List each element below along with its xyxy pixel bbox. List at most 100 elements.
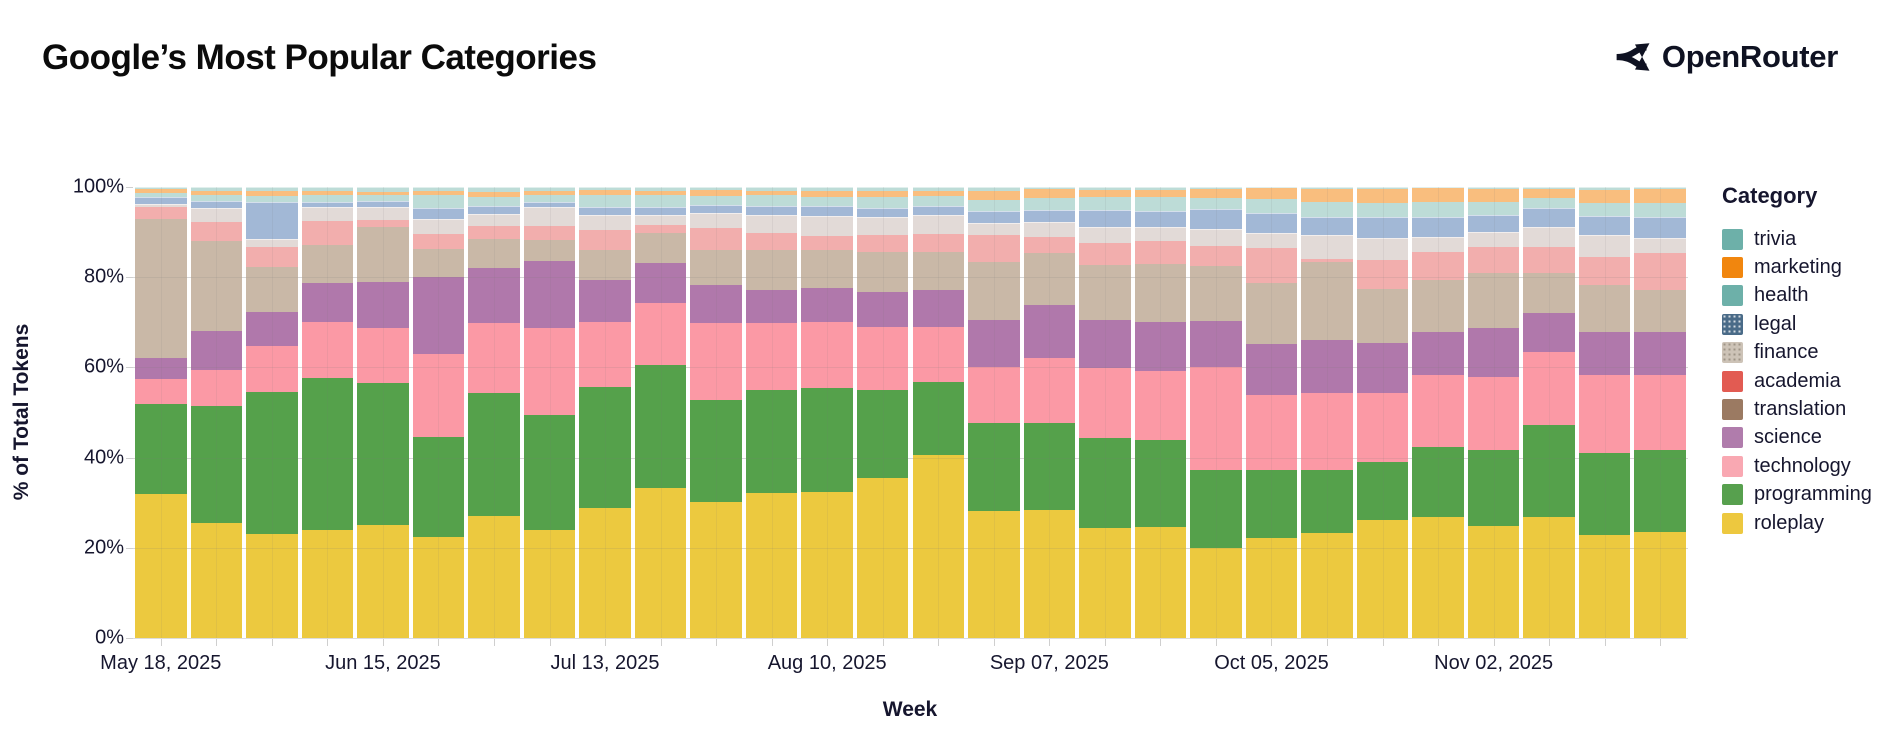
bar-segment-health[interactable] [1079,197,1131,211]
bar-segment-translation[interactable] [634,233,687,264]
bar-segment-technology[interactable] [579,321,631,387]
legend-item-health[interactable]: health [1722,282,1882,310]
bar-segment-programming[interactable] [579,386,631,509]
bar-segment-technology[interactable] [1578,375,1631,454]
bar-segment-science[interactable] [301,283,354,322]
bar-segment-legal[interactable] [1634,216,1686,239]
bar-segment-finance[interactable] [912,214,965,234]
bar-segment-trivia[interactable] [412,187,465,191]
bar-segment-academia[interactable] [801,236,853,250]
bar-segment-marketing[interactable] [1134,190,1187,198]
bar-segment-roleplay[interactable] [634,487,687,638]
bar-segment-programming[interactable] [301,378,354,530]
bar-segment-academia[interactable] [246,247,298,268]
bar-segment-marketing[interactable] [745,190,798,196]
bar-segment-trivia[interactable] [1190,187,1242,189]
bar-segment-science[interactable] [357,281,409,329]
bar-segment-programming[interactable] [1245,469,1298,538]
bar-segment-science[interactable] [1412,331,1464,376]
bar-segment-programming[interactable] [412,437,465,538]
bar-segment-programming[interactable] [1578,453,1631,536]
bar-week-aug-10-2025[interactable] [801,187,853,638]
bar-segment-trivia[interactable] [690,187,742,191]
bar-segment-marketing[interactable] [246,191,298,197]
bar-segment-science[interactable] [190,331,243,370]
bar-segment-trivia[interactable] [1356,187,1409,189]
bar-segment-translation[interactable] [301,244,354,284]
bar-segment-programming[interactable] [135,403,187,494]
bar-segment-health[interactable] [1634,203,1686,217]
bar-segment-roleplay[interactable] [745,492,798,638]
bar-segment-finance[interactable] [1634,238,1686,254]
bar-segment-technology[interactable] [690,323,742,400]
bar-segment-trivia[interactable] [1467,187,1520,189]
legend-item-legal[interactable]: legal [1722,310,1882,338]
bar-segment-programming[interactable] [1412,446,1464,518]
bar-segment-finance[interactable] [1079,226,1131,244]
bar-segment-academia[interactable] [1079,243,1131,266]
bar-segment-health[interactable] [1190,197,1242,210]
bar-segment-finance[interactable] [190,208,243,222]
bar-segment-science[interactable] [468,267,520,323]
bar-segment-trivia[interactable] [1134,187,1187,191]
bar-segment-academia[interactable] [412,234,465,249]
bar-segment-technology[interactable] [523,328,576,416]
bar-segment-translation[interactable] [1023,253,1076,306]
bar-segment-finance[interactable] [634,215,687,225]
bar-segment-trivia[interactable] [1079,187,1131,191]
bar-segment-roleplay[interactable] [1578,535,1631,638]
bar-week-nov-09-2025[interactable] [1523,187,1575,638]
bar-segment-finance[interactable] [1467,231,1520,247]
bar-segment-marketing[interactable] [634,190,687,196]
bar-segment-translation[interactable] [1079,265,1131,321]
bar-segment-legal[interactable] [135,197,187,205]
bar-segment-technology[interactable] [246,345,298,393]
bar-week-sep-21-2025[interactable] [1134,187,1187,638]
bar-segment-roleplay[interactable] [1634,532,1686,638]
bar-segment-academia[interactable] [1523,246,1575,274]
bar-segment-science[interactable] [246,312,298,346]
legend-item-academia[interactable]: academia [1722,367,1882,395]
bar-segment-marketing[interactable] [1412,188,1464,202]
bar-segment-trivia[interactable] [135,187,187,190]
bar-segment-academia[interactable] [468,225,520,240]
bar-segment-technology[interactable] [1301,393,1353,470]
bar-segment-trivia[interactable] [1023,187,1076,190]
bar-week-aug-31-2025[interactable] [968,187,1020,638]
bar-segment-translation[interactable] [190,241,243,332]
bar-segment-technology[interactable] [1190,367,1242,470]
bar-segment-programming[interactable] [1356,462,1409,520]
bar-segment-legal[interactable] [856,207,909,218]
bar-segment-health[interactable] [801,196,853,207]
bar-segment-legal[interactable] [1578,216,1631,235]
bar-segment-roleplay[interactable] [246,534,298,638]
bar-segment-programming[interactable] [1467,449,1520,527]
bar-segment-marketing[interactable] [1079,190,1131,198]
bar-segment-finance[interactable] [412,218,465,235]
bar-segment-academia[interactable] [357,219,409,227]
bar-segment-legal[interactable] [912,205,965,215]
bar-segment-programming[interactable] [856,390,909,479]
bar-segment-health[interactable] [468,196,520,207]
bar-segment-marketing[interactable] [801,190,853,197]
bar-segment-legal[interactable] [357,200,409,208]
bar-segment-roleplay[interactable] [135,493,187,638]
bar-segment-trivia[interactable] [357,187,409,192]
bar-segment-academia[interactable] [1356,259,1409,290]
bar-segment-health[interactable] [1245,198,1298,214]
bar-segment-marketing[interactable] [1023,189,1076,199]
bar-segment-marketing[interactable] [135,189,187,193]
bar-segment-technology[interactable] [468,322,520,393]
bar-segment-marketing[interactable] [690,190,742,196]
bar-segment-roleplay[interactable] [968,511,1020,638]
bar-segment-health[interactable] [1467,201,1520,216]
bar-segment-finance[interactable] [357,207,409,220]
bar-segment-science[interactable] [412,277,465,354]
bar-week-jul-27-2025[interactable] [690,187,742,638]
bar-segment-health[interactable] [357,195,409,201]
bar-segment-science[interactable] [135,358,187,379]
bar-segment-legal[interactable] [1467,215,1520,232]
bar-segment-finance[interactable] [690,213,742,229]
bar-segment-technology[interactable] [745,323,798,390]
bar-segment-health[interactable] [1356,203,1409,217]
